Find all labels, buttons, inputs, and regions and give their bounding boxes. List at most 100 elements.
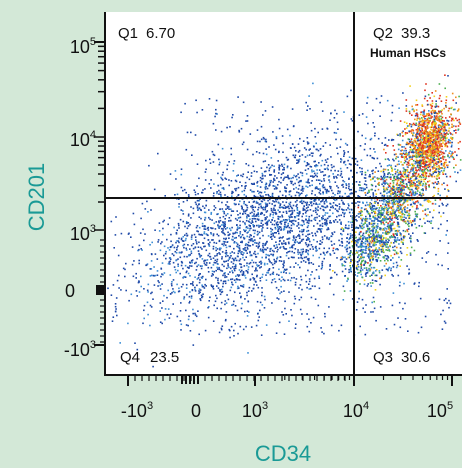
scatter-point [395,216,398,218]
scatter-point [296,199,298,202]
scatter-point [239,263,241,265]
scatter-point [451,156,454,158]
scatter-point [289,134,291,137]
scatter-point [264,191,266,193]
scatter-point [357,130,359,133]
scatter-point [299,212,301,215]
scatter-point [244,187,246,190]
scatter-point [394,249,396,252]
scatter-point [415,133,417,136]
scatter-point [233,241,236,243]
scatter-point [358,114,361,116]
scatter-point [365,272,367,274]
scatter-point [271,192,274,195]
scatter-point [242,209,245,211]
scatter-point [398,211,400,214]
scatter-point [333,231,336,233]
scatter-point [273,211,275,214]
scatter-point [297,192,300,194]
scatter-point [270,174,273,176]
scatter-point [377,188,380,191]
scatter-point [305,250,307,253]
scatter-point [435,168,438,170]
scatter-point [235,203,237,206]
scatter-point [410,125,413,128]
scatter-point [125,262,127,265]
scatter-point [198,253,201,256]
scatter-point [402,175,404,178]
scatter-point [240,174,242,177]
scatter-point [379,162,381,165]
scatter-point [301,215,303,218]
scatter-point [397,179,400,181]
scatter-point [278,237,281,239]
scatter-point [345,258,348,260]
scatter-point [400,218,403,221]
scatter-point [306,245,309,248]
scatter-point [161,262,164,264]
scatter-point [366,96,369,99]
scatter-point [302,187,305,190]
scatter-point [399,172,402,175]
scatter-point [170,233,172,236]
scatter-point [130,236,132,238]
scatter-point [409,141,412,143]
scatter-point [384,176,387,178]
scatter-point [221,224,223,226]
scatter-point [437,161,439,163]
scatter-point [273,258,275,261]
scatter-point [356,241,358,243]
scatter-point [190,217,192,219]
scatter-point [140,275,142,278]
scatter-point [295,150,297,152]
scatter-point [390,226,392,229]
scatter-point [419,218,421,221]
scatter-point [293,256,295,259]
scatter-point [409,178,412,181]
scatter-point [318,199,320,201]
scatter-point [228,258,230,260]
scatter-point [347,277,349,280]
scatter-point [399,180,402,183]
scatter-point [198,252,200,255]
scatter-point [252,225,255,227]
scatter-point [293,174,295,177]
scatter-point [318,215,321,217]
scatter-point [260,138,263,141]
scatter-point [275,137,278,140]
scatter-point [336,248,338,250]
scatter-point [245,195,247,198]
scatter-point [228,220,230,222]
scatter-point [277,160,279,162]
scatter-point [298,237,301,239]
scatter-point [300,261,303,263]
scatter-point [391,138,393,141]
scatter-point [364,222,366,224]
scatter-point [411,198,414,201]
scatter-point [250,238,252,240]
scatter-point [366,272,369,274]
scatter-point [233,259,235,262]
scatter-point [188,266,190,269]
scatter-point [175,232,178,234]
scatter-point [228,266,230,269]
scatter-point [340,240,343,243]
scatter-point [405,199,407,201]
scatter-point [382,238,384,240]
scatter-point [325,221,328,223]
scatter-point [219,216,221,219]
scatter-point [314,298,317,300]
scatter-point [334,208,337,210]
scatter-point [429,211,431,213]
scatter-point [416,104,419,106]
scatter-point [436,158,438,160]
scatter-point [403,207,405,209]
scatter-point [336,112,338,115]
scatter-point [399,216,402,219]
scatter-point [359,237,362,239]
scatter-point [361,260,363,263]
scatter-point [383,180,386,182]
scatter-point [401,154,403,157]
scatter-point [365,247,368,249]
scatter-point [402,164,404,166]
